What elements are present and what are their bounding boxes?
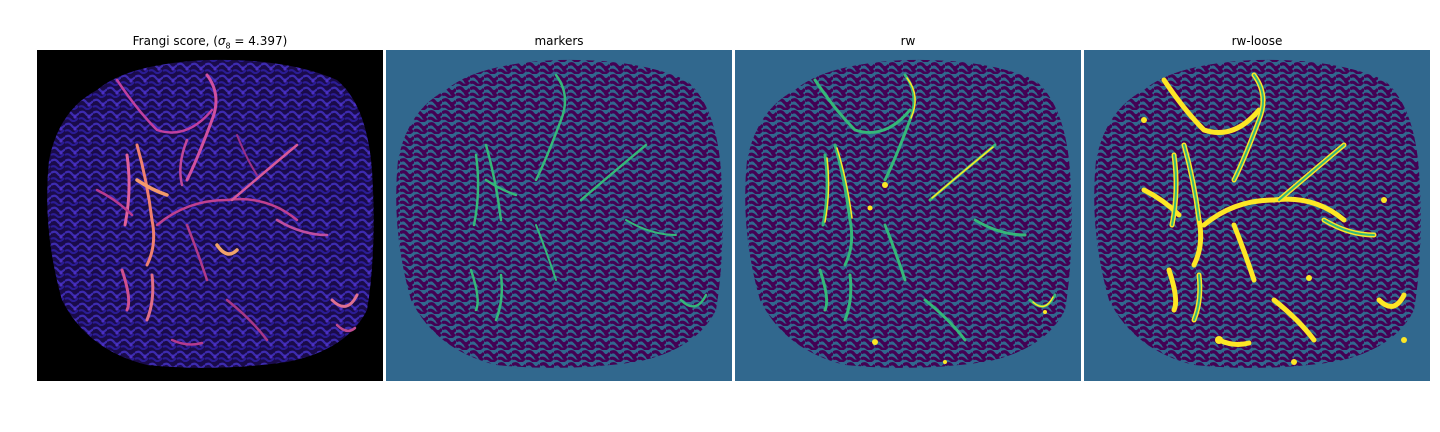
panel-title-rw-loose: rw-loose xyxy=(1231,34,1283,48)
markers-svg xyxy=(386,50,732,381)
panel-title-rw: rw xyxy=(900,34,916,48)
rw-loose-vessels xyxy=(1141,72,1407,365)
rw-vessels xyxy=(813,73,1057,364)
sigma-symbol: σ xyxy=(217,34,226,48)
rw-loose-svg xyxy=(1084,50,1430,381)
rw-image xyxy=(735,50,1081,381)
frangi-vessels xyxy=(95,73,359,346)
rw-loose-image xyxy=(1084,50,1430,381)
marker-vessels xyxy=(469,73,708,322)
markers-image xyxy=(386,50,732,381)
frangi-score-image xyxy=(37,50,383,381)
rw-svg xyxy=(735,50,1081,381)
panel-title-markers: markers xyxy=(534,34,584,48)
panel-title-frangi: Frangi score, (σ8 = 4.397) xyxy=(132,34,288,51)
frangi-svg xyxy=(37,50,383,381)
